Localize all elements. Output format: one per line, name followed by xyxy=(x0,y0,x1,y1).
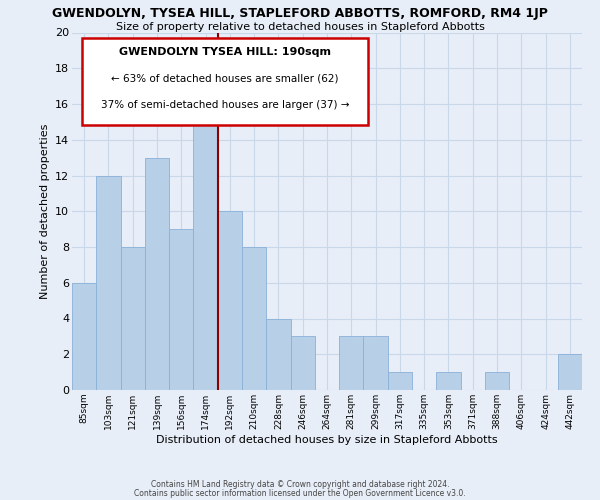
Bar xyxy=(558,354,582,390)
Bar xyxy=(242,247,266,390)
Bar xyxy=(96,176,121,390)
Y-axis label: Number of detached properties: Number of detached properties xyxy=(40,124,50,299)
Bar xyxy=(290,336,315,390)
Text: ← 63% of detached houses are smaller (62): ← 63% of detached houses are smaller (62… xyxy=(111,74,339,84)
Bar xyxy=(145,158,169,390)
Bar xyxy=(364,336,388,390)
Bar xyxy=(193,104,218,390)
X-axis label: Distribution of detached houses by size in Stapleford Abbotts: Distribution of detached houses by size … xyxy=(156,434,498,444)
Text: GWENDOLYN TYSEA HILL: 190sqm: GWENDOLYN TYSEA HILL: 190sqm xyxy=(119,47,331,57)
Bar xyxy=(169,229,193,390)
Text: Size of property relative to detached houses in Stapleford Abbotts: Size of property relative to detached ho… xyxy=(116,22,484,32)
Text: 37% of semi-detached houses are larger (37) →: 37% of semi-detached houses are larger (… xyxy=(101,100,349,110)
Text: Contains public sector information licensed under the Open Government Licence v3: Contains public sector information licen… xyxy=(134,488,466,498)
Bar xyxy=(388,372,412,390)
Bar xyxy=(266,318,290,390)
Bar xyxy=(339,336,364,390)
Text: GWENDOLYN, TYSEA HILL, STAPLEFORD ABBOTTS, ROMFORD, RM4 1JP: GWENDOLYN, TYSEA HILL, STAPLEFORD ABBOTT… xyxy=(52,8,548,20)
Bar xyxy=(218,211,242,390)
Bar xyxy=(72,283,96,390)
Text: Contains HM Land Registry data © Crown copyright and database right 2024.: Contains HM Land Registry data © Crown c… xyxy=(151,480,449,489)
Bar xyxy=(436,372,461,390)
FancyBboxPatch shape xyxy=(82,38,368,126)
Bar xyxy=(121,247,145,390)
Bar xyxy=(485,372,509,390)
